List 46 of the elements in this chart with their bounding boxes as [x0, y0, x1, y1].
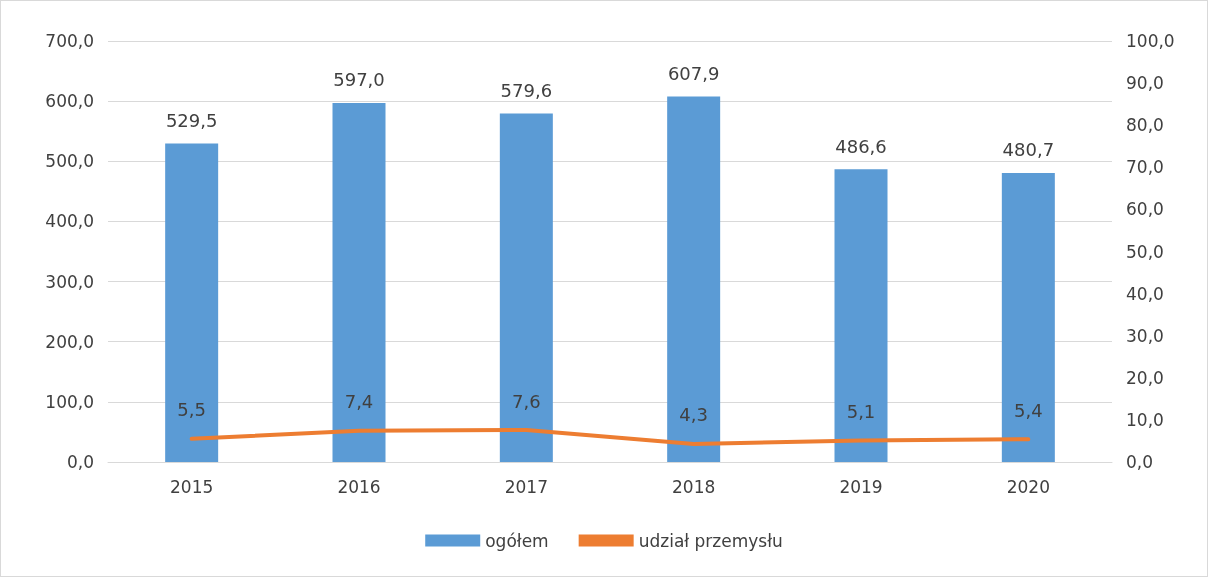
- bar: [667, 96, 721, 462]
- data-label: 480,7: [1002, 139, 1055, 161]
- y-tick-label: 500,0: [45, 151, 94, 172]
- y2-tick-label: 0,0: [1126, 452, 1154, 472]
- y2-tick-label: 10,0: [1126, 409, 1164, 430]
- data-label: 5,1: [846, 401, 876, 423]
- x-tick-label: 2020: [1006, 476, 1050, 497]
- line-series: [189, 428, 1031, 446]
- bar: [1001, 172, 1055, 462]
- x-tick-label: 2017: [504, 476, 548, 497]
- y-tick-label: 700,0: [45, 31, 94, 51]
- y-tick-label: 300,0: [45, 271, 94, 292]
- y2-tick-label: 80,0: [1126, 115, 1164, 136]
- legend-label: udział przemysłu: [638, 530, 783, 551]
- y2-tick-label: 60,0: [1126, 199, 1164, 220]
- y2-tick-label: 40,0: [1126, 283, 1164, 304]
- data-label: 7,4: [344, 391, 374, 413]
- y2-tick-label: 50,0: [1126, 241, 1164, 262]
- y2-tick-label: 90,0: [1126, 73, 1164, 94]
- x-tick-label: 2019: [839, 476, 883, 497]
- data-label: 4,3: [679, 404, 708, 426]
- x-tick-label: 2016: [337, 476, 381, 497]
- y-tick-label: 200,0: [45, 331, 94, 352]
- bar: [332, 102, 386, 462]
- y-tick-label: 100,0: [45, 391, 94, 412]
- y2-tick-label: 100,0: [1126, 31, 1175, 51]
- x-tick-label: 2018: [672, 476, 716, 497]
- y2-tick-label: 70,0: [1126, 157, 1164, 178]
- data-label: 607,9: [667, 62, 720, 84]
- data-label: 5,5: [177, 399, 206, 421]
- x-tick-label: 2015: [170, 476, 214, 497]
- data-label: 486,6: [835, 135, 887, 157]
- data-label: 529,5: [165, 110, 218, 132]
- bar: [834, 169, 888, 462]
- y-tick-label: 400,0: [45, 211, 94, 232]
- data-label: 7,6: [512, 390, 541, 412]
- legend-label: ogółem: [485, 530, 549, 551]
- y-tick-label: 600,0: [45, 91, 94, 112]
- bar: [499, 113, 553, 462]
- data-label: 597,0: [333, 69, 385, 91]
- y2-tick-label: 20,0: [1126, 367, 1164, 388]
- y-tick-label: 0,0: [66, 452, 94, 472]
- bar: [165, 143, 219, 462]
- data-label: 5,4: [1014, 399, 1043, 421]
- y2-tick-label: 30,0: [1126, 325, 1164, 346]
- data-label: 579,6: [500, 79, 553, 101]
